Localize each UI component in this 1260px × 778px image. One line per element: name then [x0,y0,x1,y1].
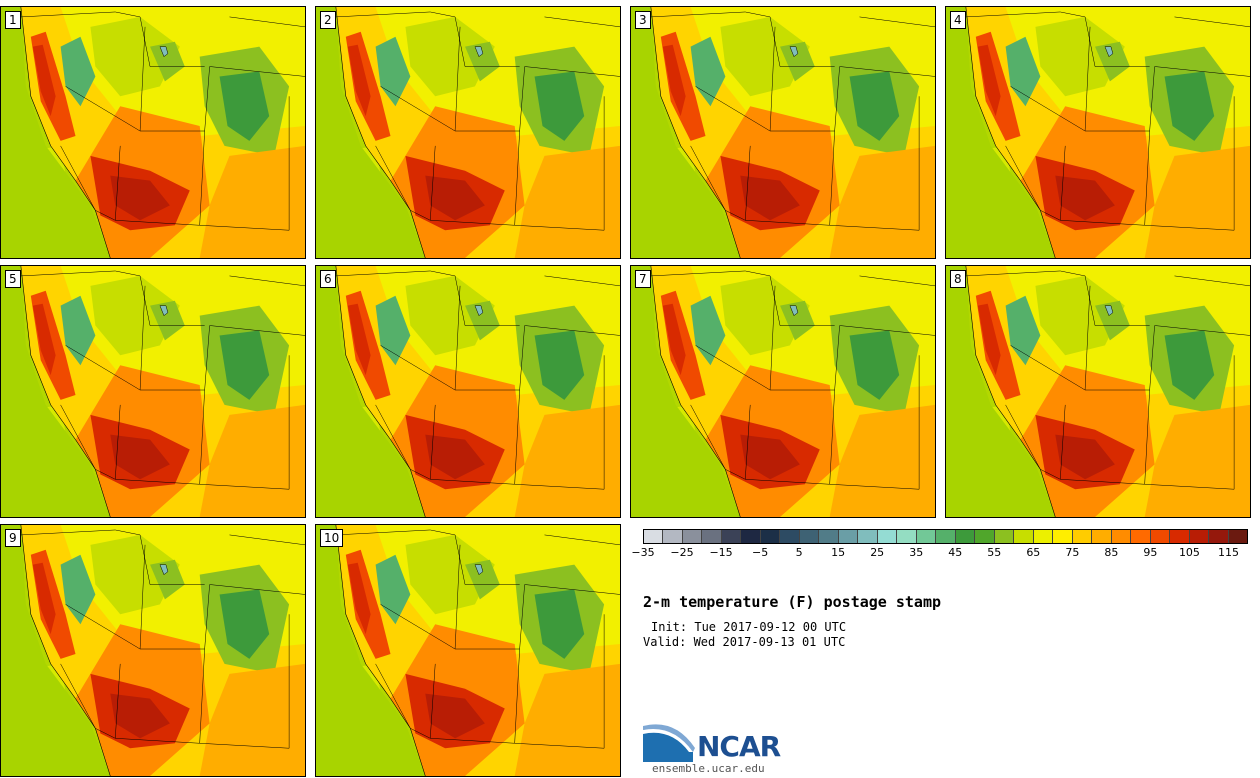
temperature-map [316,7,620,258]
member-panel-7: 7 [630,265,936,518]
colorbar-tick-label: 25 [870,546,885,559]
colorbar-swatch [799,530,820,543]
panel-label: 3 [635,11,651,29]
colorbar-tick-label: 95 [1143,546,1158,559]
member-panel-6: 6 [315,265,621,518]
panel-label: 4 [950,11,966,29]
colorbar-tick-label: 105 [1178,546,1200,559]
colorbar-swatch [975,530,995,543]
temperature-map [316,525,620,776]
temperature-map [1,7,305,258]
plot-title: 2-m temperature (F) postage stamp [643,593,942,611]
panel-label: 10 [320,529,344,547]
colorbar-swatch [1131,530,1151,543]
valid-time: Valid: Wed 2017-09-13 01 UTC [643,635,846,649]
temperature-map [1,266,305,517]
colorbar-tick-label: 115 [1217,546,1239,559]
panel-label: 9 [5,529,21,547]
colorbar-swatch [877,530,898,543]
colorbar-swatch [741,530,761,543]
logo-url: ensemble.ucar.edu [652,762,765,775]
colorbar-tick-label: −35 [631,546,655,559]
colorbar-swatch [760,530,781,543]
colorbar-swatch [1072,530,1093,543]
colorbar-swatch [702,530,722,543]
member-panel-10: 10 [315,524,621,777]
colorbar-tick-label: −15 [709,546,733,559]
member-panel-4: 4 [945,6,1251,259]
init-time: Init: Tue 2017-09-12 00 UTC [651,620,847,634]
temperature-map [631,266,935,517]
colorbar-swatch [936,530,956,543]
panel-label: 2 [320,11,336,29]
colorbar-swatch [663,530,683,543]
colorbar-swatch [1033,530,1054,543]
colorbar-tick-label: 35 [909,546,924,559]
panel-label: 1 [5,11,21,29]
colorbar [643,529,1248,544]
panel-label: 6 [320,270,336,288]
colorbar-swatch [916,530,937,543]
colorbar-swatch [897,530,917,543]
member-panel-9: 9 [0,524,306,777]
colorbar-swatch [721,530,742,543]
colorbar-swatch [1014,530,1034,543]
panel-label: 5 [5,270,21,288]
colorbar-tick-label: −25 [670,546,694,559]
colorbar-swatch [819,530,839,543]
temperature-map [946,7,1250,258]
colorbar-swatch [955,530,976,543]
colorbar-tick-label: 15 [831,546,846,559]
colorbar-swatch [1150,530,1171,543]
member-panel-5: 5 [0,265,306,518]
colorbar-tick-label: 55 [987,546,1002,559]
member-panel-8: 8 [945,265,1251,518]
temperature-map [316,266,620,517]
colorbar-swatch [994,530,1015,543]
colorbar-ticks: −35 −25 −15 −5 5 15 25 35 45 55 65 75 85 95 105 115 [631,546,1248,562]
colorbar-swatch [1053,530,1073,543]
member-panel-1: 1 [0,6,306,259]
colorbar-swatch [838,530,859,543]
colorbar-swatch [682,530,703,543]
colorbar-swatch [1111,530,1132,543]
colorbar-tick-label: 5 [795,546,803,559]
colorbar-tick-label: 75 [1065,546,1080,559]
colorbar-swatch [780,530,800,543]
colorbar-tick-label: −5 [751,546,769,559]
colorbar-swatch [858,530,878,543]
colorbar-swatch [1092,530,1112,543]
ncar-logo [643,724,695,762]
panel-label: 7 [635,270,651,288]
member-panel-2: 2 [315,6,621,259]
colorbar-swatch [1170,530,1190,543]
temperature-map [946,266,1250,517]
ncar-logo-text: NCAR [697,730,781,763]
colorbar-swatch [1189,530,1210,543]
colorbar-tick-label: 85 [1104,546,1119,559]
colorbar-swatch [1228,530,1248,543]
colorbar-swatch [1209,530,1229,543]
member-panel-3: 3 [630,6,936,259]
panel-label: 8 [950,270,966,288]
colorbar-swatch [644,530,664,543]
colorbar-tick-label: 65 [1026,546,1041,559]
colorbar-tick-label: 45 [948,546,963,559]
temperature-map [631,7,935,258]
temperature-map [1,525,305,776]
